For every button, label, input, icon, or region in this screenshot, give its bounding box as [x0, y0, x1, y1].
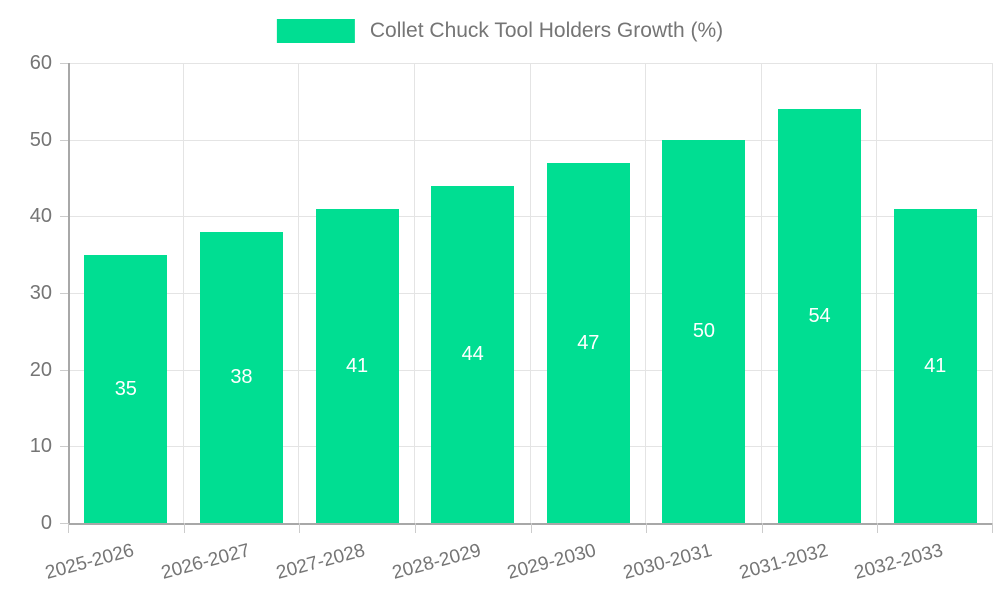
x-tick-label: 2026-2027 — [158, 540, 252, 584]
bar: 50 — [662, 139, 746, 523]
x-tick-label: 2032-2033 — [852, 540, 946, 584]
bar: 44 — [431, 185, 515, 523]
v-gridline — [645, 63, 647, 523]
legend-label: Collet Chuck Tool Holders Growth (%) — [369, 19, 724, 42]
h-gridline — [68, 216, 993, 218]
bar-value-label: 41 — [924, 354, 947, 377]
x-tick-label: 2031-2032 — [736, 540, 830, 584]
x-tick-mark — [414, 523, 416, 533]
x-tick-mark — [877, 523, 879, 533]
plot-area: 35 38 41 44 47 50 54 41 — [60, 63, 993, 533]
bar-value-label: 35 — [114, 377, 137, 400]
x-tick-label: 2030-2031 — [621, 540, 715, 584]
h-gridline — [68, 446, 993, 448]
bar-value-label: 50 — [692, 320, 716, 343]
x-tick-mark — [992, 523, 993, 533]
h-gridline — [68, 63, 993, 64]
y-tick-mark — [60, 446, 68, 448]
bar-value-label: 41 — [345, 354, 369, 377]
legend-item[interactable]: Collet Chuck Tool Holders Growth (%) — [276, 19, 724, 43]
v-gridline — [529, 63, 531, 523]
bar: 35 — [84, 254, 168, 523]
bar: 38 — [199, 231, 283, 523]
y-tick-mark — [60, 369, 68, 371]
v-gridline — [760, 63, 762, 523]
y-tick-mark — [60, 139, 68, 141]
bar: 41 — [893, 208, 977, 523]
x-tick-mark — [299, 523, 301, 533]
x-tick-mark — [761, 523, 763, 533]
x-tick-label: 2028-2029 — [389, 540, 484, 584]
y-tick-mark — [60, 63, 68, 64]
y-tick-label: 0 — [40, 512, 52, 534]
v-gridline — [992, 63, 993, 523]
y-tick-label: 50 — [29, 128, 52, 151]
legend-swatch — [276, 19, 355, 43]
bar-value-label: 44 — [461, 343, 484, 366]
x-tick-mark — [68, 523, 69, 533]
x-tick-label: 2029-2030 — [505, 540, 599, 584]
v-gridline — [413, 63, 415, 523]
bar-value-label: 47 — [577, 331, 600, 354]
y-tick-mark — [60, 523, 68, 524]
v-gridline — [182, 63, 184, 523]
y-tick-label: 30 — [29, 282, 52, 304]
y-tick-mark — [60, 293, 68, 294]
y-tick-mark — [60, 216, 68, 218]
x-tick-label: 2027-2028 — [274, 540, 368, 584]
h-gridline — [68, 369, 993, 371]
bar-value-label: 54 — [808, 305, 831, 327]
bar: 54 — [778, 109, 862, 523]
y-tick-label: 20 — [29, 358, 52, 381]
x-tick-mark — [183, 523, 185, 533]
x-tick-mark — [530, 523, 532, 533]
y-axis-line — [68, 63, 70, 525]
x-tick-label: 2025-2026 — [43, 540, 137, 584]
y-tick-label: 10 — [29, 435, 52, 458]
h-gridline — [68, 293, 993, 294]
y-tick-label: 40 — [29, 205, 52, 228]
v-gridline — [876, 63, 878, 523]
x-tick-mark — [646, 523, 648, 533]
bar: 41 — [315, 208, 399, 523]
v-gridline — [298, 63, 300, 523]
y-tick-label: 60 — [29, 52, 52, 74]
bar-value-label: 38 — [230, 366, 253, 389]
bar: 47 — [546, 162, 630, 523]
h-gridline — [68, 139, 993, 141]
